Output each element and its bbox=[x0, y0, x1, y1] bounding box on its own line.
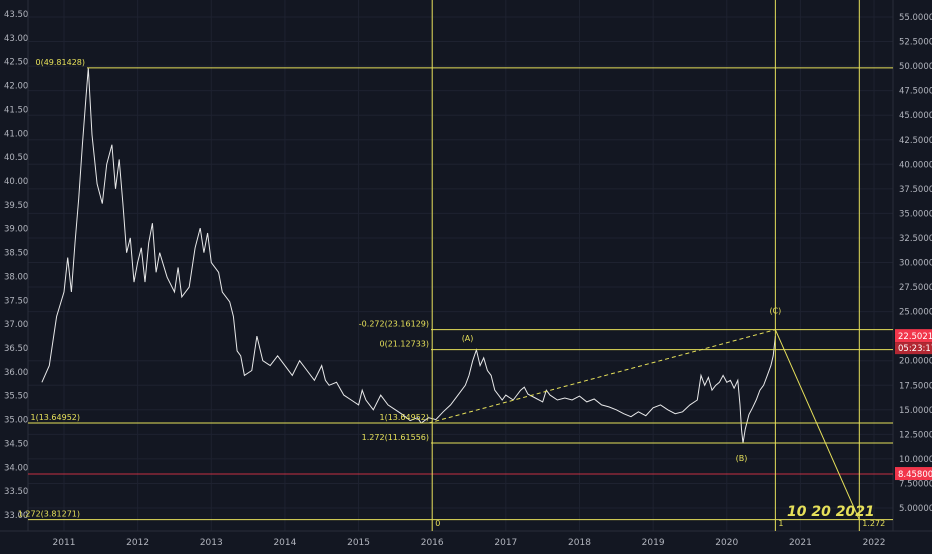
level-badge-text: 8.45800 bbox=[898, 470, 932, 480]
y-right-tick-label: 47.50000 bbox=[899, 87, 932, 97]
y-right-tick-label: 35.00000 bbox=[899, 209, 932, 219]
fib-level-label: 1.272(3.81271) bbox=[18, 510, 80, 519]
label-layer: 0(49.81428)-0.272(23.16129)0(21.12733)1(… bbox=[18, 58, 885, 528]
fib-level-label: 1.272(11.61556) bbox=[362, 433, 429, 442]
wave-label: (B) bbox=[736, 454, 748, 463]
y-left-tick-label: 35.00 bbox=[4, 416, 28, 426]
x-tick-label: 2014 bbox=[273, 538, 296, 548]
y-left-tick-label: 33.50 bbox=[4, 487, 28, 497]
y-right-tick-label: 40.00000 bbox=[899, 160, 932, 170]
y-right-tick-label: 27.50000 bbox=[899, 283, 932, 293]
fib-level-label: 1(13.64952) bbox=[379, 413, 429, 422]
x-tick-label: 2017 bbox=[494, 538, 517, 548]
y-left-tick-label: 42.00 bbox=[4, 82, 28, 92]
time-fib-label: 0 bbox=[435, 519, 440, 528]
y-left-tick-label: 40.00 bbox=[4, 177, 28, 187]
x-tick-label: 2015 bbox=[347, 538, 370, 548]
y-left-tick-label: 42.50 bbox=[4, 58, 28, 68]
y-left-tick-label: 36.50 bbox=[4, 344, 28, 354]
y-right-tick-label: 20.00000 bbox=[899, 357, 932, 367]
x-tick-label: 2016 bbox=[421, 538, 444, 548]
level-badge-bg bbox=[895, 467, 932, 481]
time-fib-label: 1 bbox=[778, 519, 783, 528]
y-left-tick-label: 37.50 bbox=[4, 296, 28, 306]
y-right-tick-label: 25.00000 bbox=[899, 308, 932, 318]
y-left-tick-label: 34.50 bbox=[4, 439, 28, 449]
y-right-tick-label: 30.00000 bbox=[899, 259, 932, 269]
dashed-trendline bbox=[428, 329, 776, 424]
time-badge-bg bbox=[895, 342, 932, 355]
fib-layer bbox=[28, 0, 893, 531]
price-layer bbox=[41, 68, 776, 444]
fib-level-label: 0(21.12733) bbox=[379, 340, 429, 349]
time-fib-label: 1.272 bbox=[862, 519, 885, 528]
y-left-tick-label: 38.00 bbox=[4, 272, 28, 282]
y-right-tick-label: 37.50000 bbox=[899, 185, 932, 195]
y-left-tick-label: 39.00 bbox=[4, 225, 28, 235]
x-tick-label: 2012 bbox=[126, 538, 149, 548]
x-tick-label: 2021 bbox=[789, 538, 812, 548]
x-tick-label: 2018 bbox=[568, 538, 591, 548]
y-right-tick-label: 42.50000 bbox=[899, 136, 932, 146]
y-left-tick-label: 35.50 bbox=[4, 392, 28, 402]
y-right-tick-label: 15.00000 bbox=[899, 406, 932, 416]
y-right-tick-label: 52.50000 bbox=[899, 38, 932, 48]
y-right-tick-label: 17.50000 bbox=[899, 381, 932, 391]
date-annotation: 10 20 2021 bbox=[787, 504, 875, 520]
fib-level-label: 0(49.81428) bbox=[35, 58, 85, 67]
y-right-tick-label: 32.50000 bbox=[899, 234, 932, 244]
y-right-tick-label: 55.00000 bbox=[899, 13, 932, 23]
price-badge-bg bbox=[895, 329, 932, 343]
y-left-tick-label: 41.50 bbox=[4, 105, 28, 115]
y-right-tick-label: 12.50000 bbox=[899, 430, 932, 440]
x-tick-label: 2019 bbox=[642, 538, 665, 548]
x-tick-label: 2022 bbox=[863, 538, 886, 548]
y-right-tick-label: 10.00000 bbox=[899, 455, 932, 465]
price-series-line bbox=[41, 68, 776, 444]
y-left-tick-label: 43.00 bbox=[4, 34, 28, 44]
y-right-tick-label: 50.00000 bbox=[899, 62, 932, 72]
y-left-tick-label: 43.50 bbox=[4, 10, 28, 20]
fib-level-label: -0.272(23.16129) bbox=[359, 320, 429, 329]
y-left-tick-label: 33.00 bbox=[4, 511, 28, 521]
y-left-tick-label: 38.50 bbox=[4, 249, 28, 259]
fib-level-label: 1(13.64952) bbox=[30, 413, 80, 422]
y-right-tick-label: 45.00000 bbox=[899, 111, 932, 121]
x-tick-label: 2020 bbox=[715, 538, 738, 548]
y-left-tick-label: 41.00 bbox=[4, 129, 28, 139]
x-tick-label: 2013 bbox=[200, 538, 223, 548]
y-right-tick-label: 5.00000 bbox=[899, 504, 932, 514]
y-left-tick-label: 36.00 bbox=[4, 368, 28, 378]
wave-label: (A) bbox=[462, 334, 474, 343]
time-badge-text: 05:23:17 bbox=[898, 344, 932, 354]
projection-line bbox=[774, 329, 860, 520]
x-tick-label: 2011 bbox=[53, 538, 76, 548]
y-left-tick-label: 39.50 bbox=[4, 201, 28, 211]
y-right-tick-label: 7.50000 bbox=[899, 479, 932, 489]
y-left-tick-label: 37.00 bbox=[4, 320, 28, 330]
y-left-tick-label: 34.00 bbox=[4, 463, 28, 473]
y-left-tick-label: 40.50 bbox=[4, 153, 28, 163]
wave-label: (C) bbox=[769, 307, 781, 316]
